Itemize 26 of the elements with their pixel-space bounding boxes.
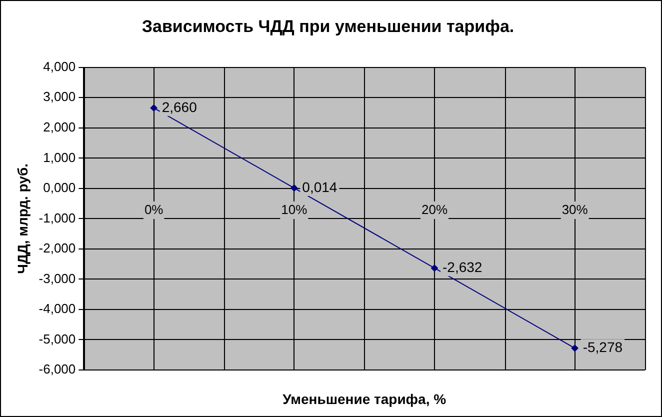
y-tick-label: 2,000	[43, 120, 76, 134]
data-label: -5,278	[582, 339, 623, 356]
y-axis-title: ЧДД, млрд. руб.	[14, 164, 30, 274]
y-tick-label: 1,000	[43, 150, 76, 165]
x-tick-label: 20%	[421, 202, 448, 217]
data-label: 2,660	[162, 98, 198, 115]
x-tick-label: 30%	[562, 202, 588, 217]
chart-title: Зависимость ЧДД при уменьшении тарифа.	[142, 16, 514, 36]
y-tick-label: -1,000	[38, 210, 76, 226]
y-tick-label: -6,000	[38, 362, 76, 377]
y-tick-label: -5,000	[38, 331, 76, 346]
y-tick-label: -2,000	[38, 240, 76, 256]
data-label: 0,014	[302, 178, 338, 195]
y-tick-label: 4,000	[43, 58, 76, 74]
x-tick-label: 10%	[281, 202, 308, 217]
x-tick-label: 0%	[144, 202, 164, 217]
point	[150, 104, 158, 112]
y-tick-label: 0,000	[43, 180, 76, 196]
x-axis-title: Уменьшение тарифа, %	[282, 391, 447, 407]
y-tick-label: 3,000	[43, 89, 76, 104]
y-tick-label: -3,000	[38, 270, 76, 286]
data-label: -2,632	[442, 258, 482, 275]
y-tick-label: -4,000	[38, 301, 76, 316]
point	[290, 184, 298, 192]
point	[571, 344, 578, 352]
point	[431, 264, 438, 272]
